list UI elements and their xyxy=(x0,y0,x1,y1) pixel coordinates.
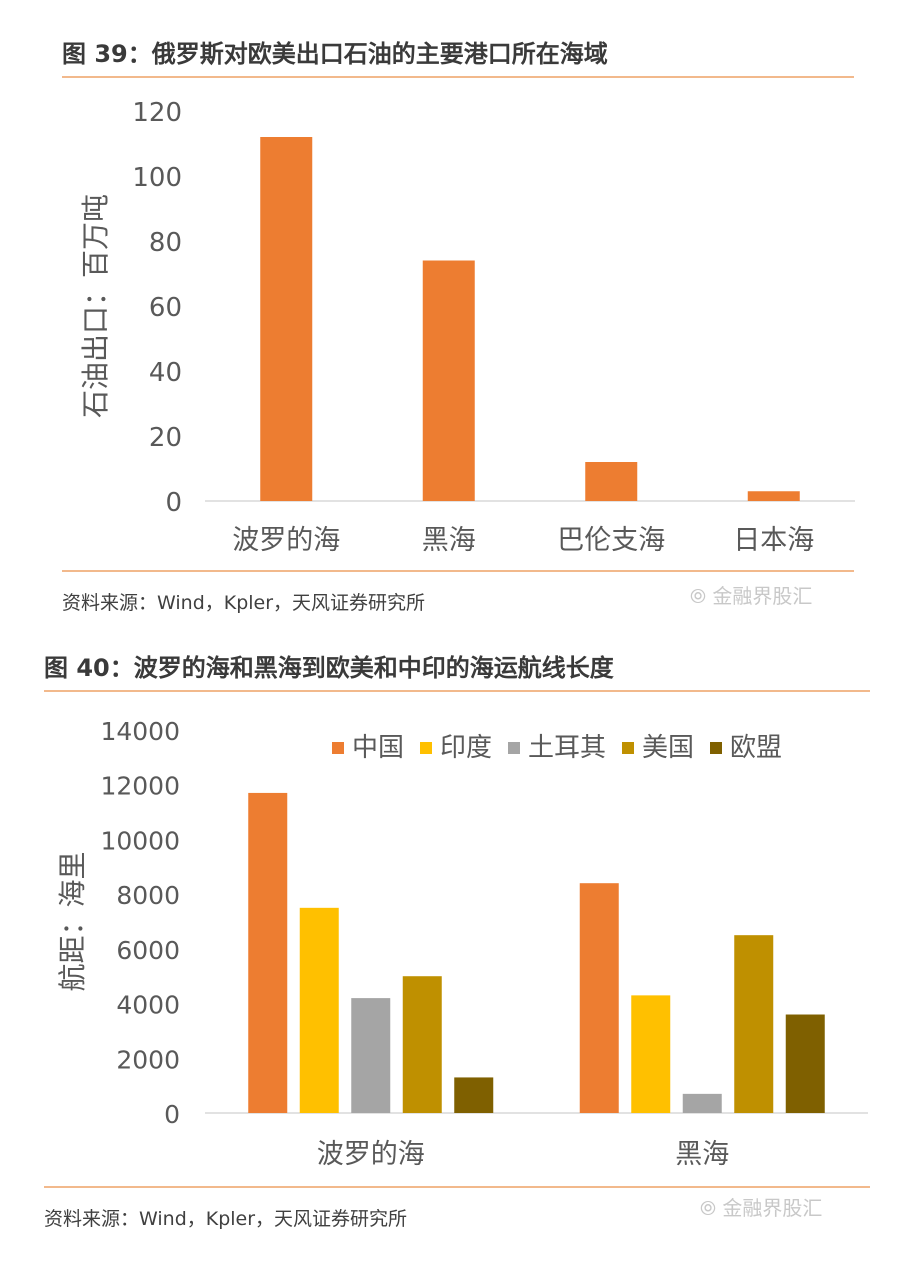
legend-label: 欧盟 xyxy=(730,733,782,763)
bar xyxy=(734,935,774,1113)
y-tick-label: 10000 xyxy=(100,826,180,855)
x-tick-label: 黑海 xyxy=(675,1139,729,1170)
bar xyxy=(402,976,442,1113)
bar xyxy=(785,1014,825,1113)
y-tick-label: 14000 xyxy=(100,717,180,746)
bar xyxy=(747,491,800,501)
bar xyxy=(351,998,391,1113)
y-tick-label: 40 xyxy=(149,358,182,388)
figure-39-source: 资料来源：Wind，Kpler，天风证券研究所 xyxy=(62,592,426,614)
y-axis-label: 航距：海里 xyxy=(56,851,89,991)
y-tick-label: 20 xyxy=(149,423,182,453)
figure-40-title: 图 40：波罗的海和黑海到欧美和中印的海运航线长度 xyxy=(44,654,614,682)
figure-39-source-rule xyxy=(62,570,854,572)
legend-swatch xyxy=(420,742,432,754)
legend-label: 印度 xyxy=(440,733,492,763)
legend-swatch xyxy=(508,742,520,754)
bar xyxy=(585,462,638,501)
x-tick-label: 黑海 xyxy=(422,525,476,556)
figure-39-chart: 0 20 40 60 80 100 120 波罗的海 黑海 巴伦支海 日本海 石油出口：百万吨 xyxy=(79,98,855,556)
y-tick-label: 60 xyxy=(149,293,182,323)
x-tick-label: 波罗的海 xyxy=(317,1139,425,1170)
y-tick-label: 0 xyxy=(164,1100,180,1129)
bar xyxy=(579,883,619,1113)
bar xyxy=(422,260,475,501)
y-tick-label: 6000 xyxy=(116,936,180,965)
legend-label: 中国 xyxy=(352,733,404,763)
bar xyxy=(248,792,288,1113)
y-tick-label: 100 xyxy=(132,163,182,193)
y-tick-label: 120 xyxy=(132,98,182,128)
x-tick-label: 巴伦支海 xyxy=(557,525,665,556)
bar xyxy=(454,1077,494,1113)
legend-swatch xyxy=(332,742,344,754)
bar xyxy=(299,907,339,1113)
legend-label: 土耳其 xyxy=(528,733,606,763)
figure-40-chart: 0 2000 4000 6000 8000 10000 12000 14000 波罗的海 黑海 中国… xyxy=(56,717,868,1170)
figure-39-title-rule xyxy=(62,76,854,78)
legend-label: 美国 xyxy=(642,733,694,763)
y-tick-label: 0 xyxy=(165,488,182,518)
figure-40-source-rule xyxy=(44,1186,870,1188)
y-tick-label: 12000 xyxy=(100,772,180,801)
x-tick-label: 波罗的海 xyxy=(232,525,340,556)
figure-40-watermark: ⦾ 金融界股汇 xyxy=(700,1196,823,1220)
y-axis-label: 石油出口：百万吨 xyxy=(79,194,112,418)
figure-39-title: 图 39：俄罗斯对欧美出口石油的主要港口所在海域 xyxy=(62,40,608,68)
bar xyxy=(682,1093,722,1113)
figure-39-watermark: ⦾ 金融界股汇 xyxy=(690,584,813,608)
figure-40-title-rule xyxy=(44,690,870,692)
figure-40-source: 资料来源：Wind，Kpler，天风证券研究所 xyxy=(44,1208,408,1230)
y-tick-label: 8000 xyxy=(116,881,180,910)
y-tick-label: 80 xyxy=(149,228,182,258)
bar xyxy=(260,137,313,501)
y-tick-label: 2000 xyxy=(116,1045,180,1074)
legend-swatch xyxy=(622,742,634,754)
y-tick-label: 4000 xyxy=(116,991,180,1020)
bar xyxy=(631,995,671,1113)
legend-swatch xyxy=(710,742,722,754)
x-tick-label: 日本海 xyxy=(733,525,814,556)
